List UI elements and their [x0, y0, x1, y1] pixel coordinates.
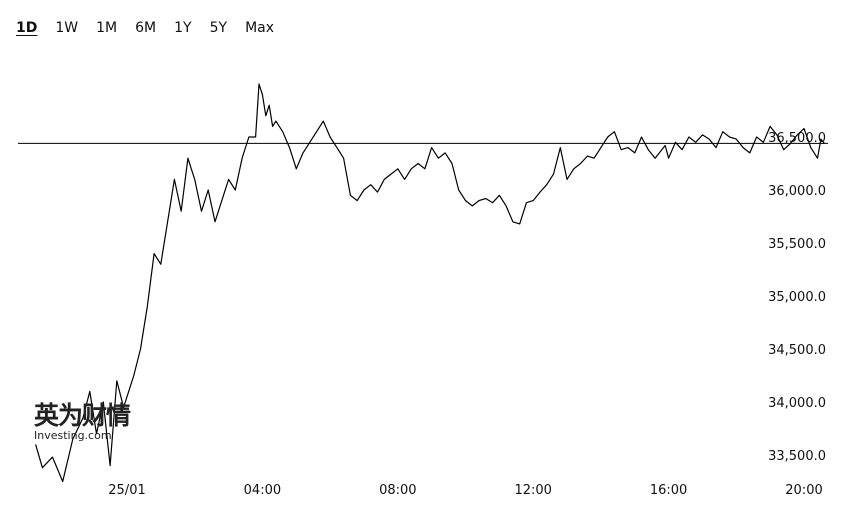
- range-tab-1d[interactable]: 1D: [16, 20, 38, 36]
- y-tick-label: 36,000.0: [768, 184, 826, 199]
- y-tick-label: 35,500.0: [768, 237, 826, 252]
- range-tab-max[interactable]: Max: [245, 20, 275, 36]
- x-tick-label: 25/01: [108, 483, 145, 498]
- x-tick-label: 04:00: [244, 483, 281, 498]
- y-tick-label: 34,000.0: [768, 396, 826, 411]
- range-tab-6m[interactable]: 6M: [135, 20, 157, 36]
- range-tab-1w[interactable]: 1W: [55, 20, 79, 36]
- price-series-line: [35, 83, 825, 483]
- range-tab-1y[interactable]: 1Y: [174, 20, 192, 36]
- y-tick-label: 35,000.0: [768, 290, 826, 305]
- y-tick-label: 36,500.0: [768, 131, 826, 146]
- range-tab-5y[interactable]: 5Y: [209, 20, 228, 36]
- y-tick-label: 34,500.0: [768, 343, 826, 358]
- x-tick-label: 16:00: [650, 483, 687, 498]
- range-tabs: 1D 1W 1M 6M 1Y 5Y Max: [16, 18, 292, 38]
- watermark-en: Investing.com: [34, 429, 112, 442]
- x-tick-label: 20:00: [785, 483, 822, 498]
- y-tick-label: 33,500.0: [768, 449, 826, 464]
- x-tick-label: 12:00: [514, 483, 551, 498]
- x-tick-label: 08:00: [379, 483, 416, 498]
- watermark-cn: 英为财情: [34, 401, 131, 430]
- watermark-logo: 英为财情 Investing.com: [34, 402, 154, 448]
- range-tab-1m[interactable]: 1M: [96, 20, 118, 36]
